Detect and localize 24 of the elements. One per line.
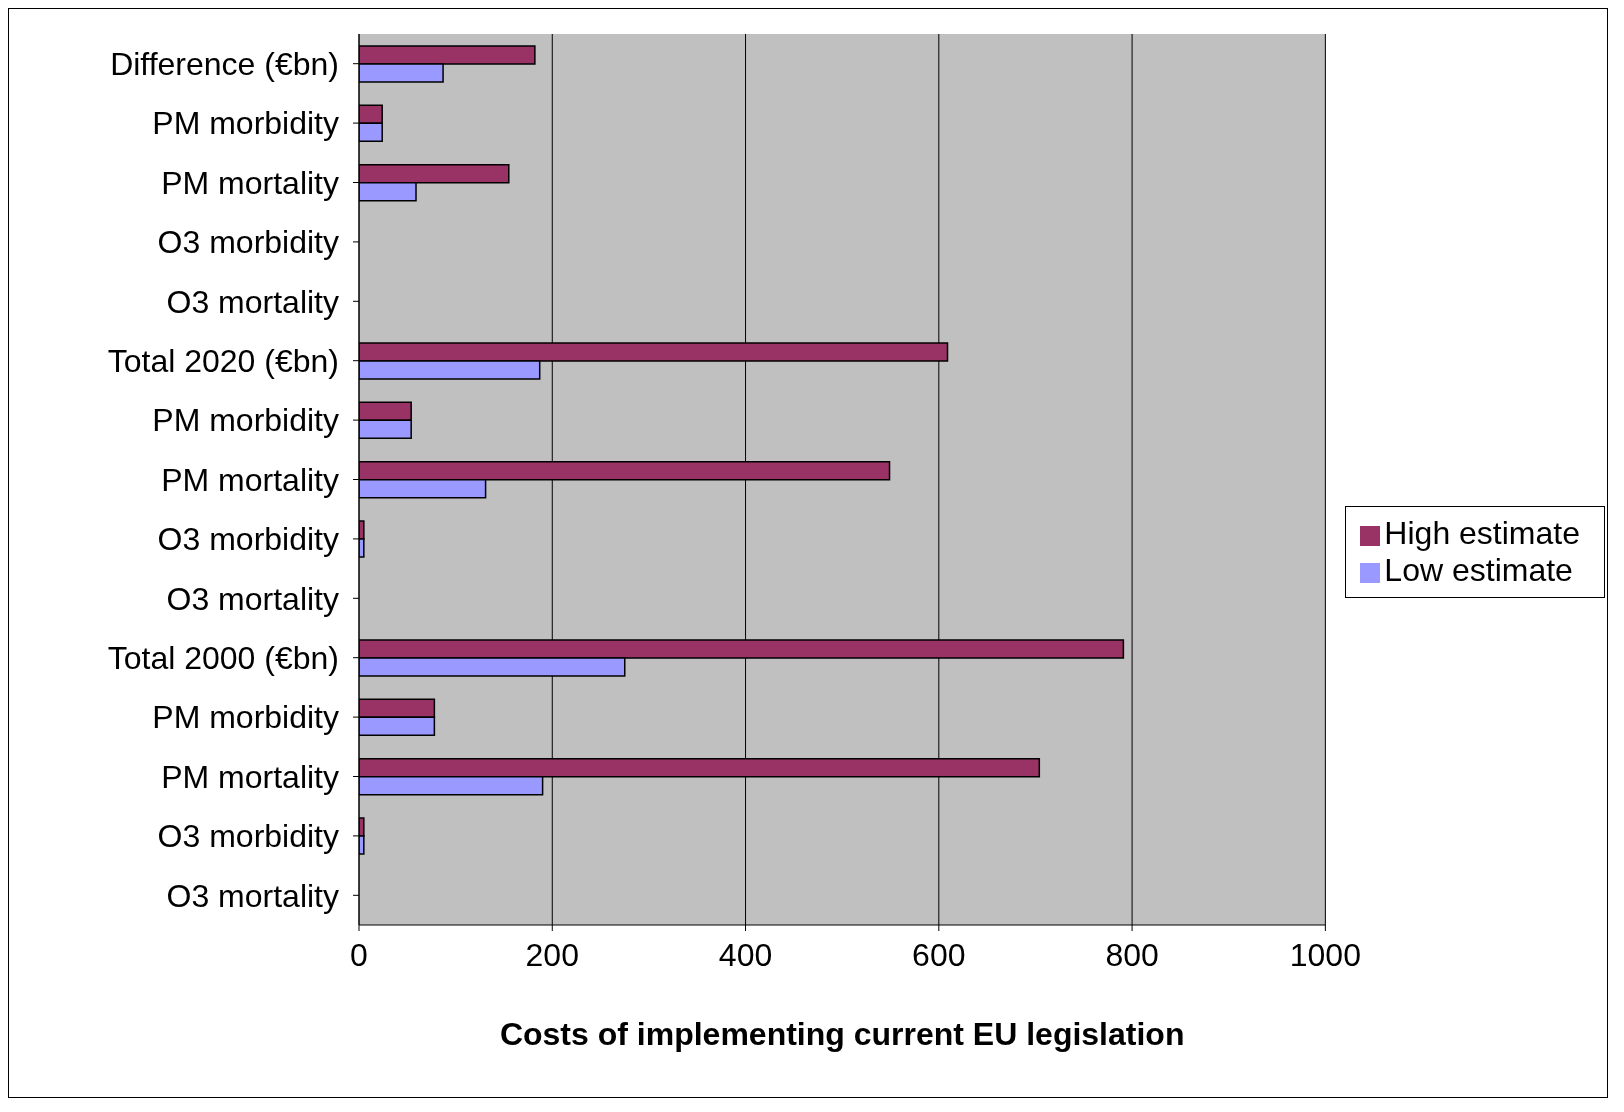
x-axis-title: Costs of implementing current EU legislation <box>499 1016 1185 1052</box>
legend-label: Low estimate <box>1384 552 1573 588</box>
y-tick-label: PM morbidity <box>152 402 339 439</box>
y-tick-label: Total 2000 (€bn) <box>107 640 339 677</box>
y-tick-label: PM mortality <box>161 461 339 498</box>
y-tick-label: PM morbidity <box>152 699 339 736</box>
y-tick-label: O3 morbidity <box>157 224 339 261</box>
y-tick-label: Difference (€bn) <box>110 46 339 83</box>
y-tick-label: PM mortality <box>161 758 339 795</box>
y-tick-label: O3 morbidity <box>157 818 339 855</box>
x-tick-label: 800 <box>1105 936 1159 973</box>
y-tick-label: PM mortality <box>161 164 339 201</box>
y-tick-label: O3 mortality <box>166 877 339 914</box>
x-tick-label: 200 <box>525 936 579 973</box>
x-tick-label: 1000 <box>1289 936 1361 973</box>
y-tick-label: O3 morbidity <box>157 521 339 558</box>
legend-label: High estimate <box>1384 515 1580 551</box>
x-tick-label: 600 <box>912 936 966 973</box>
y-tick-label: PM morbidity <box>152 105 339 142</box>
y-tick-label: Total 2020 (€bn) <box>107 343 339 380</box>
x-tick-label: 400 <box>718 936 773 973</box>
y-tick-label: O3 mortality <box>166 283 339 320</box>
y-tick-label: O3 mortality <box>166 580 339 617</box>
x-tick-label: 0 <box>350 936 368 973</box>
